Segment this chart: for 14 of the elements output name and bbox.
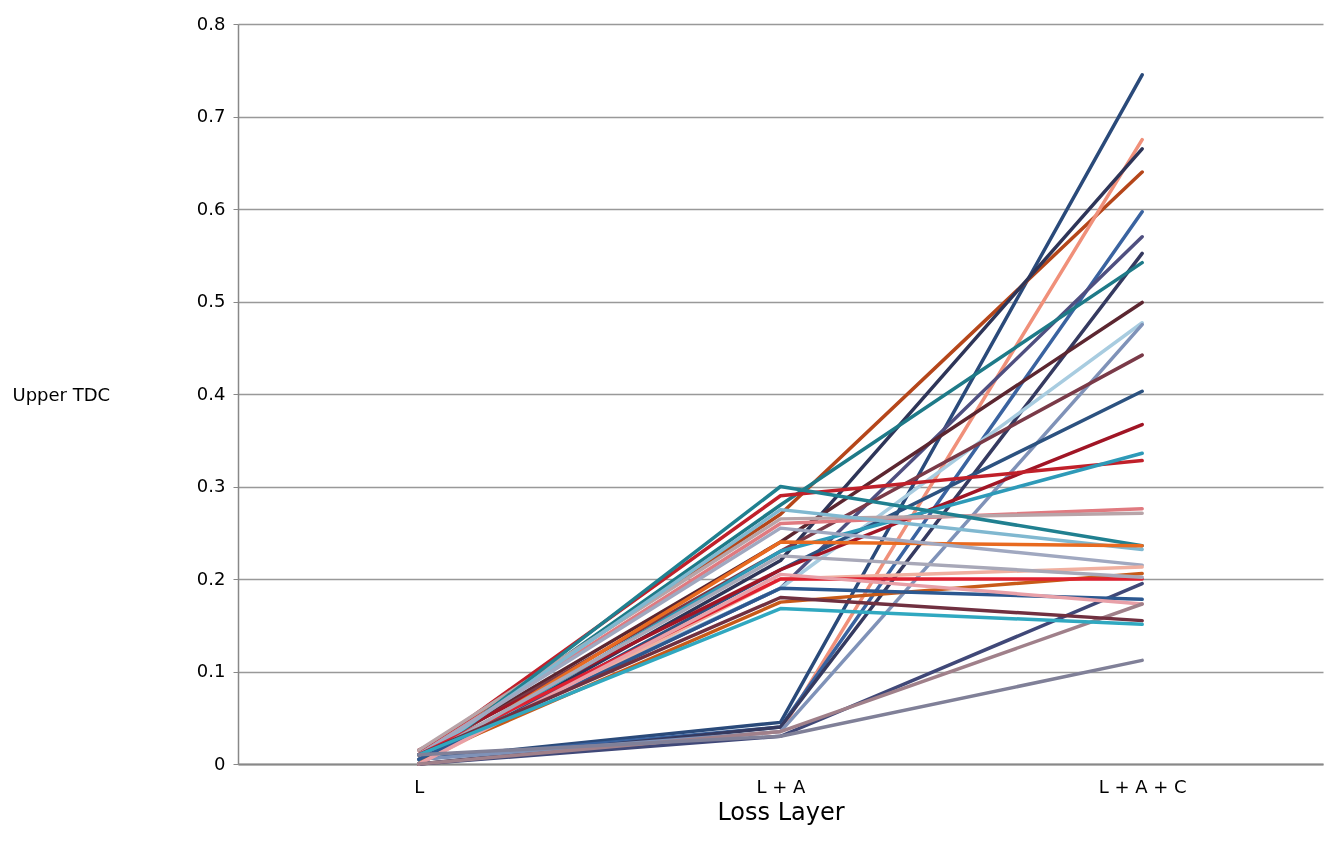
y-tick-label: 0.7 <box>196 105 226 126</box>
y-tick-label: 0.1 <box>196 660 226 681</box>
y-tick-label: 0.8 <box>196 12 226 34</box>
y-tick-label: 0.6 <box>196 197 226 219</box>
y-tick-label: 0.4 <box>196 382 226 404</box>
x-tick-label: L <box>414 775 425 797</box>
y-tick-label: 0.5 <box>196 290 226 311</box>
x-tick-label: L + A <box>756 775 807 797</box>
y-tick-label: 0 <box>214 752 226 774</box>
x-axis-title: Loss Layer <box>717 797 845 826</box>
x-tick-label: L + A + C <box>1098 775 1187 797</box>
y-tick-label: 0.3 <box>196 475 226 496</box>
y-tick-label: 0.2 <box>196 567 226 589</box>
y-axis-title: Upper TDC <box>12 383 111 405</box>
